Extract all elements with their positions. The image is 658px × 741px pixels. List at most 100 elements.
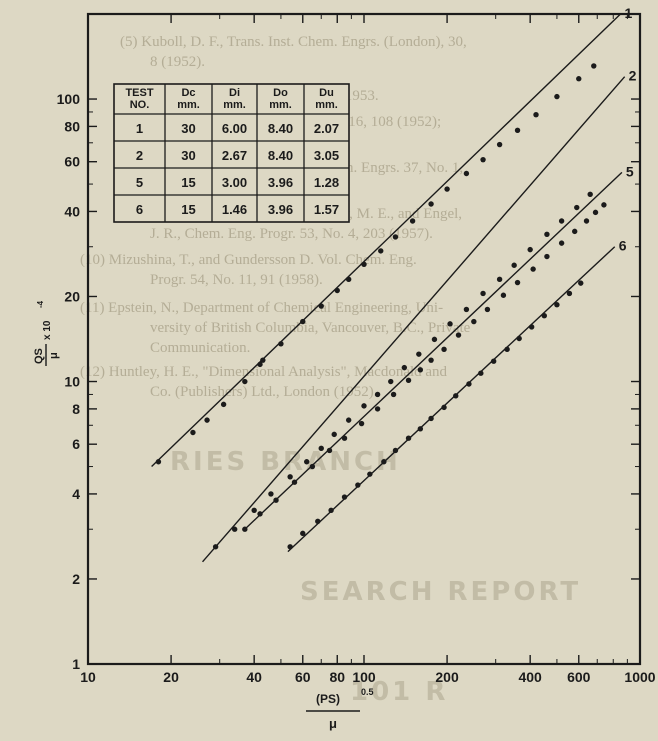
- data-point-series-6: [367, 471, 373, 477]
- data-point-series-6: [528, 324, 535, 330]
- table-cell: 15: [181, 202, 195, 217]
- data-point-series-5: [326, 447, 333, 454]
- data-point-series-6: [466, 381, 472, 387]
- x-tick-label: 40: [246, 669, 262, 685]
- data-point-series-6: [392, 447, 399, 454]
- data-point-series-1: [514, 127, 521, 134]
- data-point-series-6: [504, 346, 510, 353]
- data-point-series-1: [444, 186, 450, 192]
- y-tick-label: 6: [72, 436, 80, 452]
- data-point-series-2: [212, 544, 219, 550]
- data-point-series-5: [390, 391, 397, 398]
- data-point-series-2: [558, 218, 565, 224]
- table-header-cell: mm.: [269, 99, 292, 111]
- table-cell: 30: [181, 148, 195, 163]
- data-point-series-6: [328, 507, 334, 514]
- bleed-through-heading: RIES BRANCH: [170, 447, 401, 477]
- data-point-series-5: [500, 292, 507, 298]
- x-tick-label: 600: [567, 669, 591, 685]
- table-cell: 3.05: [314, 148, 339, 163]
- data-point-series-5: [242, 526, 248, 532]
- data-point-series-2: [496, 276, 503, 283]
- table-header-cell: Dc: [181, 87, 195, 99]
- data-point-series-2: [527, 246, 533, 253]
- data-point-series-5: [514, 279, 521, 286]
- table-header-cell: mm.: [315, 99, 338, 111]
- data-point-series-2: [431, 336, 438, 343]
- table-cell: 3.00: [222, 175, 247, 190]
- data-point-series-5: [374, 406, 381, 412]
- y-axis-label-numerator: QS: [33, 348, 45, 364]
- x-tick-label: 20: [163, 669, 179, 685]
- x-axis-label-numerator: (PS): [316, 692, 340, 706]
- fit-line-series-5: [244, 171, 623, 530]
- bleed-through-line: (12) Huntley, H. E., "Dimensional Analys…: [80, 364, 448, 380]
- data-point-series-5: [455, 332, 462, 338]
- data-point-series-1: [260, 357, 266, 363]
- data-point-series-1: [533, 112, 539, 118]
- bleed-through-line: Co. (Publishers) Ltd., London (1952).: [150, 384, 377, 400]
- data-point-series-1: [334, 287, 340, 294]
- data-point-series-5: [309, 463, 316, 470]
- bleed-through-line: J. R., Chem. Eng. Progr. 53, No. 4, 203 …: [150, 226, 433, 242]
- y-axis-label: QS μ x 10 -4: [33, 300, 60, 366]
- data-point-series-1: [576, 76, 582, 82]
- data-point-series-1: [220, 401, 227, 408]
- data-point-series-5: [592, 209, 599, 216]
- data-point-series-2: [374, 391, 381, 398]
- data-point-series-5: [341, 435, 348, 441]
- data-point-series-1: [463, 170, 470, 177]
- data-point-series-6: [405, 435, 412, 441]
- bleed-through-line: (10) Mizushina, T., and Gundersson D. Vo…: [80, 252, 417, 268]
- fit-line-series-6: [287, 246, 616, 553]
- bleed-through-line: 8 (1952).: [150, 54, 205, 70]
- data-point-series-1: [345, 276, 352, 283]
- fit-lines: [151, 13, 626, 563]
- axis-ticks: 10 20 40 60 80 100 200 400 600 1000 1 2 4 6 8 10 20 40 60 8…: [57, 13, 656, 685]
- x-axis-label-denominator: μ: [329, 716, 337, 731]
- data-point-series-5: [417, 367, 424, 373]
- data-point-series-6: [428, 415, 434, 422]
- data-point-series-5: [257, 511, 263, 517]
- data-point-series-2: [544, 231, 550, 238]
- bleed-through-heading: SEARCH REPORT: [300, 577, 581, 607]
- data-point-series-6: [441, 404, 447, 411]
- table-cell: 8.40: [268, 148, 293, 163]
- data-point-series-6: [541, 313, 547, 319]
- y-axis-label-exponent: -4: [36, 300, 45, 308]
- data-point-series-5: [358, 420, 365, 427]
- table-cell: 8.40: [268, 121, 293, 136]
- table-header-cell: Di: [229, 87, 240, 99]
- data-point-series-5: [558, 240, 565, 246]
- data-point-series-6: [300, 530, 306, 537]
- data-point-series-1: [361, 261, 367, 267]
- data-point-series-1: [378, 248, 384, 254]
- data-point-series-6: [516, 335, 522, 342]
- bleed-through-line: Communication.: [150, 340, 250, 356]
- y-tick-label: 100: [57, 91, 81, 107]
- data-point-series-1: [392, 234, 399, 240]
- data-point-series-6: [417, 426, 424, 432]
- data-point-series-2: [331, 431, 337, 438]
- data-point-series-2: [304, 459, 310, 465]
- x-tick-label: 1000: [624, 669, 655, 685]
- data-point-series-6: [287, 544, 293, 550]
- y-axis-label-denominator: μ: [48, 352, 60, 359]
- y-tick-label: 2: [72, 571, 80, 587]
- series-labels: 1 2 5 6: [619, 5, 637, 254]
- data-point-series-6: [578, 280, 584, 286]
- data-point-series-6: [381, 459, 387, 465]
- data-point-series-1: [409, 218, 416, 224]
- y-tick-label: 20: [64, 288, 80, 304]
- data-point-series-5: [471, 318, 477, 325]
- y-axis-label-multiplier: x 10: [42, 320, 53, 340]
- data-point-series-1: [496, 141, 503, 148]
- data-point-series-5: [484, 306, 491, 313]
- data-point-series-2: [401, 364, 408, 371]
- table-cell: 5: [136, 175, 143, 190]
- data-point-series-1: [428, 201, 434, 207]
- data-point-series-2: [231, 526, 238, 532]
- table-header-cell: TEST: [125, 87, 153, 99]
